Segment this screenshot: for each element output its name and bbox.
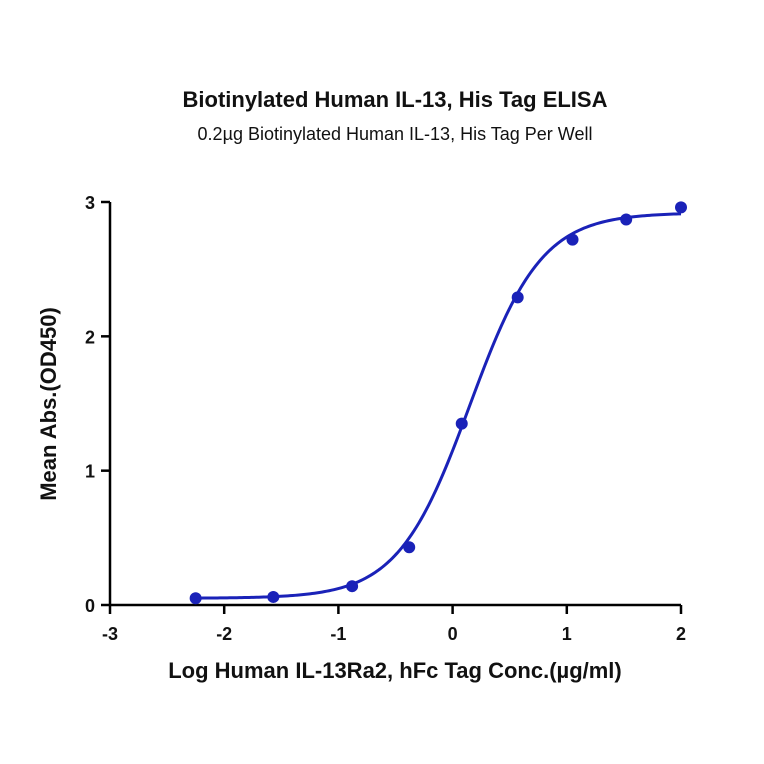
- x-tick-label: -3: [102, 624, 118, 644]
- x-tick-label: 1: [562, 624, 572, 644]
- x-tick-label: 2: [676, 624, 686, 644]
- y-tick-label: 0: [85, 596, 95, 616]
- x-tick-label: 0: [448, 624, 458, 644]
- data-point: [675, 201, 687, 214]
- chart-subtitle: 0.2µg Biotinylated Human IL-13, His Tag …: [198, 124, 593, 144]
- data-point: [403, 541, 416, 554]
- y-tick-label: 1: [85, 462, 95, 482]
- y-tick-label: 3: [85, 193, 95, 213]
- chart-title: Biotinylated Human IL-13, His Tag ELISA: [183, 87, 608, 112]
- x-tick-label: -2: [216, 624, 232, 644]
- axes: [108, 202, 681, 607]
- x-axis-label: Log Human IL-13Ra2, hFc Tag Conc.(µg/ml): [168, 658, 622, 683]
- data-point: [455, 417, 468, 430]
- data-point: [620, 213, 633, 226]
- y-tick-label: 2: [85, 327, 95, 347]
- data-point: [566, 233, 579, 246]
- data-points: [189, 201, 687, 605]
- data-point: [189, 592, 202, 605]
- data-point: [346, 580, 359, 593]
- ticks: -3 -2 -1 0 1 2 0 1 2 3: [85, 193, 686, 644]
- y-axis-label: Mean Abs.(OD450): [36, 307, 61, 501]
- fit-curve: [195, 212, 682, 600]
- data-point: [267, 590, 280, 603]
- x-tick-label: -1: [330, 624, 346, 644]
- data-point: [511, 291, 524, 304]
